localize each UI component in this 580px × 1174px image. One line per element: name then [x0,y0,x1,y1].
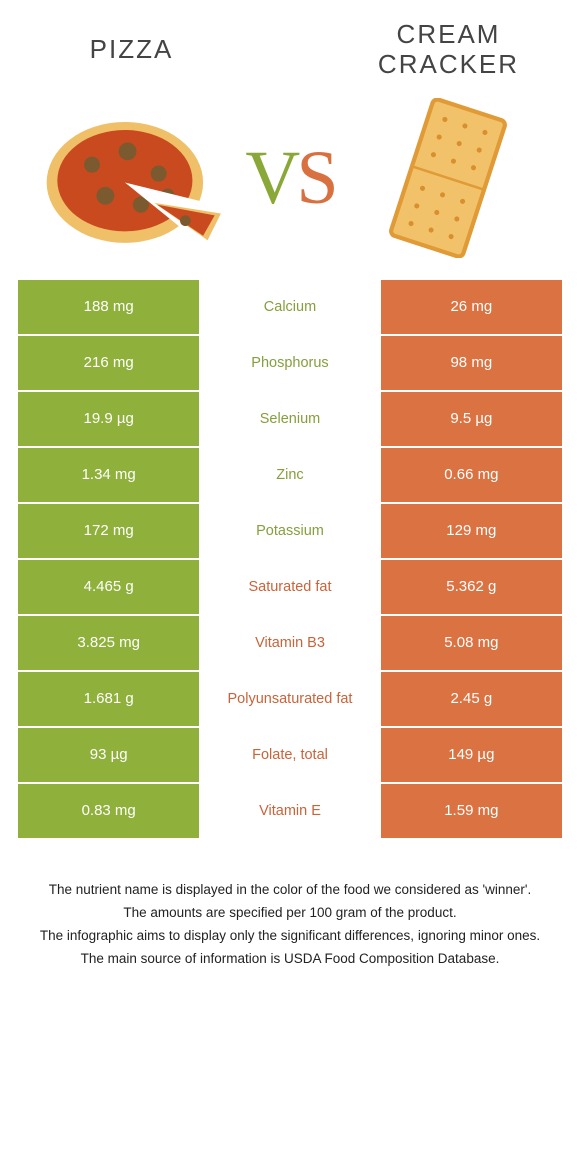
footer-line: The amounts are specified per 100 gram o… [36,903,544,924]
nutrient-row: 1.34 mgZinc0.66 mg [18,448,562,504]
cracker-image [335,98,562,258]
nutrient-name: Selenium [199,392,380,448]
title-right: CREAM CRACKER [335,20,562,80]
cracker-icon [373,98,523,258]
nutrient-name: Vitamin B3 [199,616,380,672]
value-right: 149 µg [381,728,562,784]
nutrient-row: 3.825 mgVitamin B35.08 mg [18,616,562,672]
footer-notes: The nutrient name is displayed in the co… [18,880,562,970]
nutrient-name: Phosphorus [199,336,380,392]
nutrient-name: Folate, total [199,728,380,784]
value-right: 129 mg [381,504,562,560]
nutrient-row: 93 µgFolate, total149 µg [18,728,562,784]
value-left: 3.825 mg [18,616,199,672]
value-right: 98 mg [381,336,562,392]
footer-line: The nutrient name is displayed in the co… [36,880,544,901]
value-right: 1.59 mg [381,784,562,840]
value-right: 2.45 g [381,672,562,728]
nutrient-name: Potassium [199,504,380,560]
nutrient-name: Zinc [199,448,380,504]
title-left: PIZZA [18,35,245,65]
vs-v: V [245,136,296,220]
nutrient-row: 216 mgPhosphorus98 mg [18,336,562,392]
value-left: 19.9 µg [18,392,199,448]
nutrient-row: 1.681 gPolyunsaturated fat2.45 g [18,672,562,728]
value-left: 172 mg [18,504,199,560]
nutrient-row: 188 mgCalcium26 mg [18,280,562,336]
footer-line: The main source of information is USDA F… [36,949,544,970]
nutrient-name: Saturated fat [199,560,380,616]
value-right: 5.08 mg [381,616,562,672]
value-left: 0.83 mg [18,784,199,840]
vs-s: S [296,136,334,220]
pizza-image [18,98,245,258]
hero-row: VS [18,98,562,258]
nutrient-row: 172 mgPotassium129 mg [18,504,562,560]
nutrient-table: 188 mgCalcium26 mg216 mgPhosphorus98 mg1… [18,280,562,840]
vs-label: VS [245,140,334,216]
value-left: 216 mg [18,336,199,392]
nutrient-name: Vitamin E [199,784,380,840]
value-right: 9.5 µg [381,392,562,448]
value-left: 188 mg [18,280,199,336]
nutrient-row: 4.465 gSaturated fat5.362 g [18,560,562,616]
value-left: 1.34 mg [18,448,199,504]
nutrient-name: Polyunsaturated fat [199,672,380,728]
pizza-icon [42,98,222,258]
title-row: PIZZA CREAM CRACKER [18,20,562,80]
value-left: 1.681 g [18,672,199,728]
nutrient-row: 0.83 mgVitamin E1.59 mg [18,784,562,840]
value-left: 93 µg [18,728,199,784]
footer-line: The infographic aims to display only the… [36,926,544,947]
value-right: 5.362 g [381,560,562,616]
value-left: 4.465 g [18,560,199,616]
nutrient-name: Calcium [199,280,380,336]
nutrient-row: 19.9 µgSelenium9.5 µg [18,392,562,448]
value-right: 0.66 mg [381,448,562,504]
value-right: 26 mg [381,280,562,336]
